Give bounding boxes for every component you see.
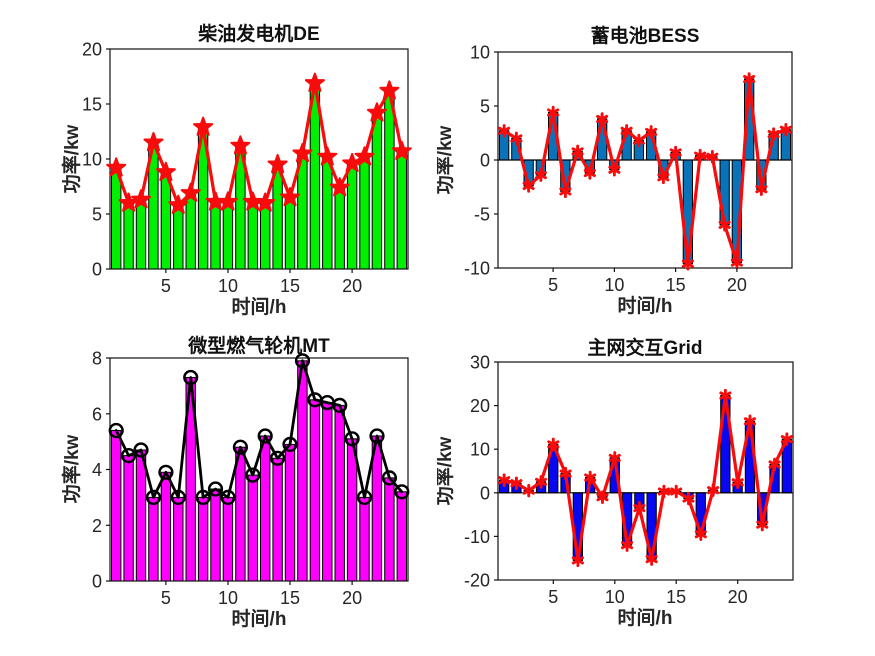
chart-diesel-generator-de: 5 10 15 20 0 5 10 15 20 柴油发电机DE 功率/kw 时间/h bbox=[0, 0, 437, 328]
svg-text:20: 20 bbox=[728, 587, 748, 607]
svg-text:5: 5 bbox=[161, 276, 171, 296]
svg-text:0: 0 bbox=[92, 572, 102, 592]
svg-text:20: 20 bbox=[82, 40, 102, 60]
bess-plot-area: 5 10 15 20 -10 -5 0 5 10 bbox=[464, 43, 793, 295]
svg-text:10: 10 bbox=[470, 440, 490, 460]
svg-text:-10: -10 bbox=[464, 259, 490, 279]
svg-text:10: 10 bbox=[605, 587, 625, 607]
svg-text:30: 30 bbox=[470, 353, 490, 373]
svg-text:6: 6 bbox=[92, 404, 102, 424]
svg-text:10: 10 bbox=[604, 275, 624, 295]
svg-text:10: 10 bbox=[218, 276, 238, 296]
svg-text:5: 5 bbox=[92, 205, 102, 225]
chart-main-grid-exchange: 5 10 15 20 -20 -10 0 10 20 30 主网交互Grid 功率/kw 时间/h bbox=[437, 328, 875, 656]
svg-text:10: 10 bbox=[218, 588, 238, 608]
bess-chart-title: 蓄电池BESS bbox=[591, 24, 700, 47]
svg-text:20: 20 bbox=[342, 588, 362, 608]
svg-text:8: 8 bbox=[92, 349, 102, 369]
svg-text:15: 15 bbox=[280, 588, 300, 608]
svg-text:-10: -10 bbox=[464, 527, 490, 547]
svg-text:15: 15 bbox=[82, 95, 102, 115]
svg-text:-5: -5 bbox=[474, 205, 490, 225]
svg-text:15: 15 bbox=[666, 587, 686, 607]
svg-text:20: 20 bbox=[342, 276, 362, 296]
svg-text:5: 5 bbox=[480, 97, 490, 117]
bess-x-axis-label: 时间/h bbox=[618, 295, 673, 317]
chart-micro-gas-turbine-mt: 5 10 15 20 0 2 4 6 8 微型燃气轮机MT 功率/kw 时间/h bbox=[0, 328, 437, 656]
mt-x-axis-label: 时间/h bbox=[232, 608, 287, 630]
diesel-y-axis-label: 功率/kw bbox=[60, 124, 83, 193]
mt-plot-area: 5 10 15 20 0 2 4 6 8 bbox=[92, 349, 410, 608]
diesel-plot-area: 5 10 15 20 0 5 10 15 20 bbox=[82, 40, 412, 296]
svg-text:20: 20 bbox=[727, 275, 747, 295]
mt-chart-title: 微型燃气轮机MT bbox=[187, 334, 330, 357]
svg-text:20: 20 bbox=[470, 396, 490, 416]
diesel-x-axis-label: 时间/h bbox=[232, 296, 287, 318]
svg-text:5: 5 bbox=[548, 275, 558, 295]
svg-text:15: 15 bbox=[280, 276, 300, 296]
grid-y-axis-label: 功率/kw bbox=[437, 436, 456, 505]
bess-y-axis-label: 功率/kw bbox=[437, 125, 456, 194]
svg-text:5: 5 bbox=[161, 588, 171, 608]
svg-text:0: 0 bbox=[480, 151, 490, 171]
svg-text:0: 0 bbox=[480, 483, 490, 503]
svg-text:5: 5 bbox=[548, 587, 558, 607]
svg-text:4: 4 bbox=[92, 460, 102, 480]
diesel-chart-title: 柴油发电机DE bbox=[197, 22, 319, 45]
grid-plot-area: 5 10 15 20 -20 -10 0 10 20 30 bbox=[464, 353, 794, 607]
svg-text:-20: -20 bbox=[464, 571, 490, 591]
svg-text:0: 0 bbox=[92, 260, 102, 280]
grid-x-axis-label: 时间/h bbox=[618, 607, 673, 629]
chart-battery-bess: 5 10 15 20 -10 -5 0 5 10 蓄电池BESS 功率/kw 时间/h bbox=[437, 0, 875, 328]
svg-text:2: 2 bbox=[92, 516, 102, 536]
svg-text:10: 10 bbox=[470, 43, 490, 63]
svg-text:10: 10 bbox=[82, 150, 102, 170]
grid-chart-title: 主网交互Grid bbox=[587, 336, 702, 359]
mt-y-axis-label: 功率/kw bbox=[60, 434, 83, 503]
svg-text:15: 15 bbox=[666, 275, 686, 295]
